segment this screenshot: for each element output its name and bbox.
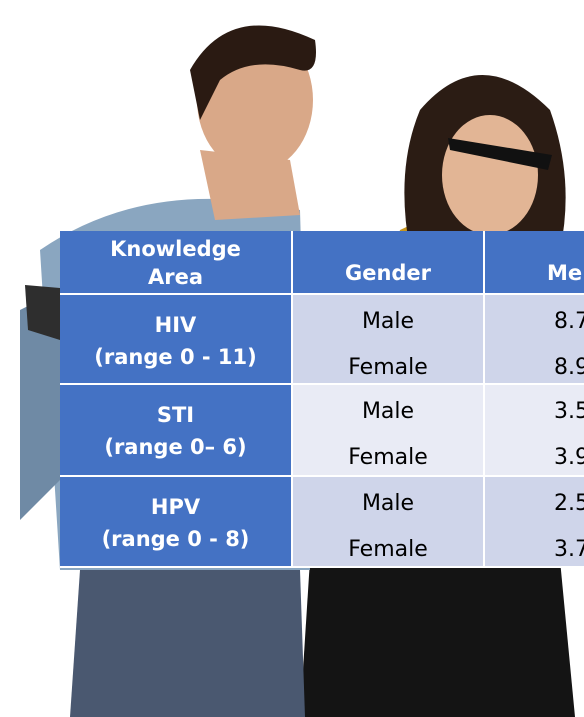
- gender-cell: Male Female: [293, 385, 485, 477]
- gender-text: Female: [348, 355, 428, 380]
- area-range: (range 0 - 8): [101, 527, 250, 551]
- gender-text: Female: [348, 445, 428, 470]
- mean-text: 3.7: [554, 537, 584, 562]
- gender-text: Female: [348, 537, 428, 562]
- area-cell: STI (range 0– 6): [60, 385, 293, 477]
- mean-cell: 2.5 3.7: [485, 477, 584, 568]
- mean-text: 3.5: [554, 399, 584, 424]
- gender-text: Male: [361, 491, 415, 516]
- mean-text: 8.9: [554, 355, 584, 380]
- area-cell: HPV (range 0 - 8): [60, 477, 293, 568]
- gender-cell: Male Female: [293, 295, 485, 385]
- area-title: STI: [156, 403, 195, 427]
- mean-text: 3.9: [554, 445, 584, 470]
- gender-cell: Male Female: [293, 477, 485, 568]
- header-cell: Knowledge Area: [60, 231, 293, 295]
- mean-text: 8.7: [554, 309, 584, 334]
- gender-text: Male: [361, 399, 415, 424]
- mean-text: 2.5: [554, 491, 584, 516]
- header-cell: Me: [485, 231, 584, 295]
- knowledge-table: Knowledge Area Gender Me HIV (range 0 - 11) M…: [60, 231, 584, 569]
- mean-cell: 3.5 3.9: [485, 385, 584, 477]
- area-title: HIV: [154, 313, 197, 337]
- header-text: Gender: [344, 261, 432, 285]
- header-cell: Gender: [293, 231, 485, 295]
- area-title: HPV: [150, 495, 201, 519]
- header-text: Knowledge Area: [110, 237, 241, 289]
- gender-text: Male: [361, 309, 415, 334]
- area-range: (range 0 - 11): [94, 345, 257, 369]
- area-cell: HIV (range 0 - 11): [60, 295, 293, 385]
- header-text: Me: [547, 261, 583, 285]
- area-range: (range 0– 6): [104, 435, 247, 459]
- mean-cell: 8.7 8.9: [485, 295, 584, 385]
